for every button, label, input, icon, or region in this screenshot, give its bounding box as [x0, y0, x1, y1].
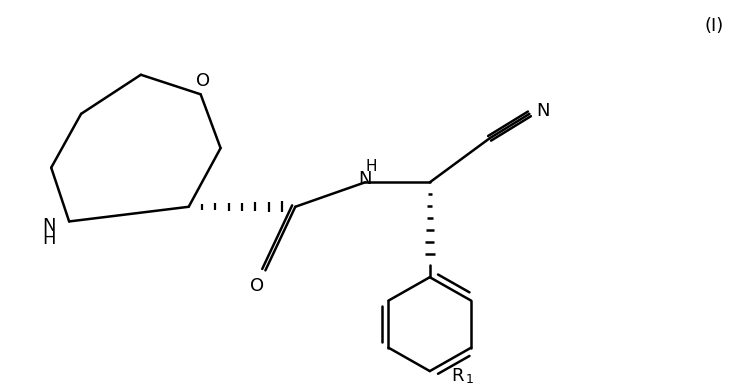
Text: H: H — [43, 230, 56, 248]
Text: O: O — [195, 72, 210, 90]
Text: H: H — [365, 159, 377, 174]
Text: 1: 1 — [466, 373, 474, 386]
Text: (I): (I) — [704, 17, 723, 35]
Text: N: N — [537, 102, 550, 120]
Text: R: R — [451, 367, 464, 385]
Text: N: N — [358, 170, 372, 189]
Text: N: N — [43, 217, 56, 236]
Text: O: O — [250, 277, 264, 295]
